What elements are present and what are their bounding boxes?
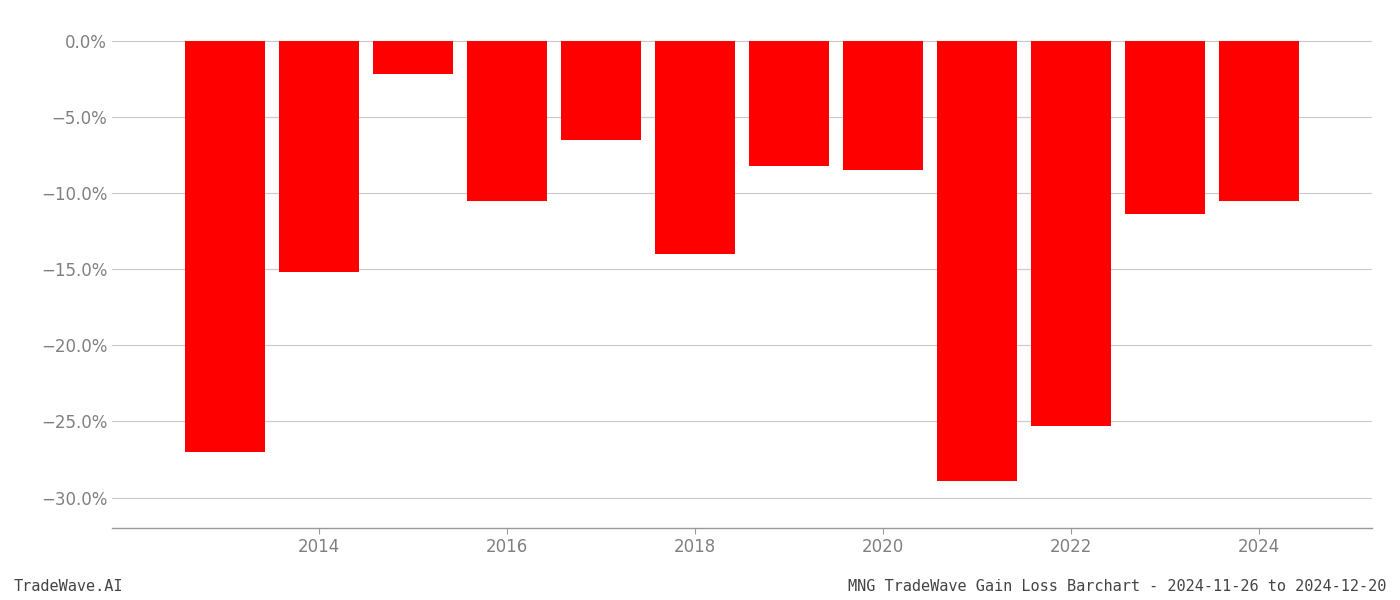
Bar	[185, 41, 265, 452]
Bar	[1126, 41, 1205, 214]
Bar	[843, 41, 923, 170]
Bar	[372, 41, 452, 74]
Bar	[937, 41, 1016, 481]
Bar	[279, 41, 358, 272]
Bar	[749, 41, 829, 166]
Bar	[1219, 41, 1299, 200]
Bar	[1032, 41, 1112, 426]
Bar	[561, 41, 641, 140]
Text: TradeWave.AI: TradeWave.AI	[14, 579, 123, 594]
Bar	[468, 41, 547, 200]
Bar	[655, 41, 735, 254]
Text: MNG TradeWave Gain Loss Barchart - 2024-11-26 to 2024-12-20: MNG TradeWave Gain Loss Barchart - 2024-…	[847, 579, 1386, 594]
